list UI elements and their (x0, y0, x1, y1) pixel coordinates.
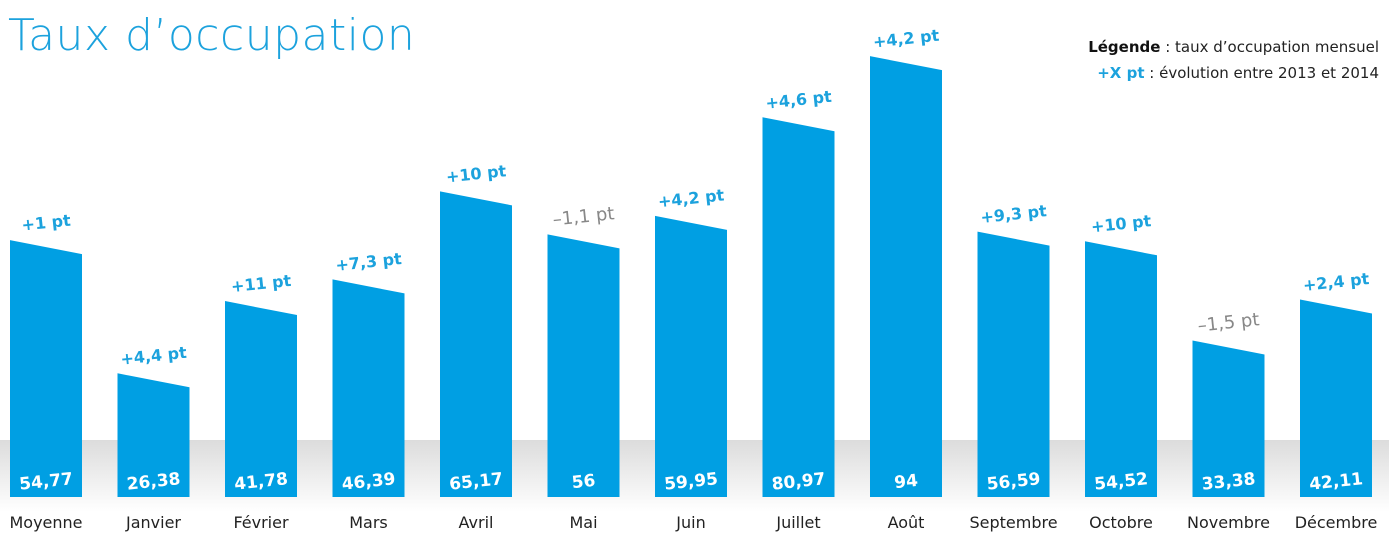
bar (440, 191, 512, 497)
data-label: 56 (571, 471, 597, 493)
change-label: +11 pt (230, 271, 292, 296)
change-label: +4,2 pt (657, 185, 725, 211)
x-tick-label: Février (233, 513, 289, 532)
bar (1192, 340, 1265, 497)
legend: Légende : taux d’occupation mensuel +X p… (1088, 34, 1379, 86)
change-label: –1,5 pt (1197, 309, 1261, 336)
change-label: +1 pt (21, 211, 72, 235)
x-tick-label: Moyenne (9, 513, 82, 532)
x-tick-label: Décembre (1295, 513, 1378, 532)
x-tick-label: Juillet (775, 513, 820, 532)
change-label: +4,6 pt (765, 87, 833, 113)
x-tick-label: Novembre (1187, 513, 1270, 532)
bar (547, 234, 620, 498)
x-tick-label: Juin (675, 513, 705, 532)
change-label: +10 pt (445, 161, 507, 186)
legend-text-2: : évolution entre 2013 et 2014 (1144, 64, 1379, 82)
bar (977, 231, 1050, 497)
bar (117, 373, 190, 497)
x-tick-label: Septembre (969, 513, 1057, 532)
x-tick-label: Mars (349, 513, 388, 532)
x-tick-label: Janvier (125, 513, 181, 532)
legend-line-1: Légende : taux d’occupation mensuel (1088, 34, 1379, 60)
legend-text-1: : taux d’occupation mensuel (1160, 38, 1379, 56)
data-label: 94 (893, 471, 919, 493)
legend-key-1: Légende (1088, 38, 1161, 56)
change-label: +10 pt (1090, 211, 1152, 236)
bar (1300, 299, 1372, 497)
change-label: +7,3 pt (335, 249, 403, 275)
x-tick-label: Avril (459, 513, 494, 532)
change-label: +9,3 pt (980, 201, 1048, 227)
change-label: +4,2 pt (872, 26, 940, 52)
change-label: –1,1 pt (552, 203, 616, 230)
chart-title: Taux d’occupation (8, 10, 416, 61)
legend-key-2: +X pt (1097, 64, 1145, 82)
bar (762, 117, 835, 497)
x-tick-label: Octobre (1089, 513, 1153, 532)
bar (332, 279, 405, 497)
bar (10, 240, 82, 497)
legend-line-2: +X pt : évolution entre 2013 et 2014 (1088, 60, 1379, 86)
x-tick-label: Mai (569, 513, 597, 532)
x-tick-label: Août (888, 513, 925, 532)
change-label: +2,4 pt (1302, 269, 1370, 295)
bar (1085, 241, 1157, 497)
bar (225, 301, 297, 497)
change-label: +4,4 pt (120, 343, 188, 369)
bar (655, 215, 727, 497)
bar (870, 56, 942, 497)
